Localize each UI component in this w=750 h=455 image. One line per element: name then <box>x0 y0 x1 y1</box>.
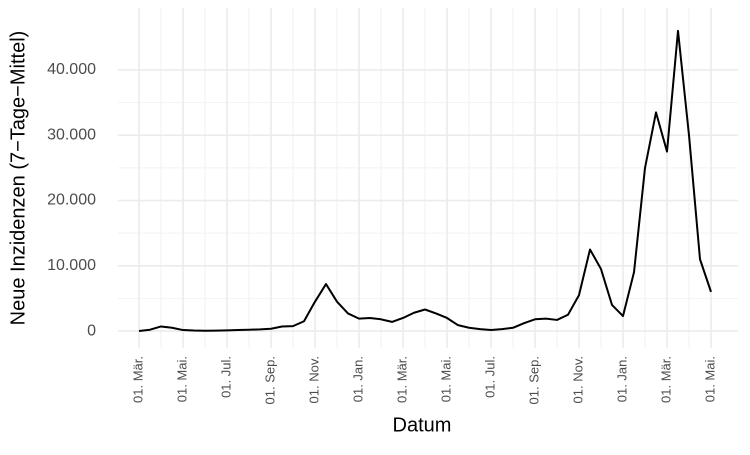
x-tick-label: 01. Sep. <box>262 356 277 404</box>
x-tick-label: 01. Sep. <box>526 356 541 404</box>
x-tick-label: 01. Mai. <box>702 356 717 402</box>
y-axis-title: Neue Inzidenzen (7−Tage−Mittel) <box>7 31 29 326</box>
x-tick-label: 01. Mai. <box>174 356 189 402</box>
x-tick-label: 01. Jan. <box>350 356 365 402</box>
x-tick-label: 01. Nov. <box>570 356 585 403</box>
y-tick-label: 20.000 <box>47 192 96 209</box>
x-tick-label: 01. Mär. <box>394 356 409 403</box>
x-tick-label: 01. Mär. <box>130 356 145 403</box>
x-tick-label: 01. Jan. <box>614 356 629 402</box>
y-tick-label: 40.000 <box>47 61 96 78</box>
y-tick-label: 10.000 <box>47 257 96 274</box>
y-tick-label: 0 <box>87 322 96 339</box>
x-tick-label: 01. Nov. <box>306 356 321 403</box>
x-tick-label: 01. Jul. <box>482 356 497 398</box>
x-tick-label: 01. Mai. <box>438 356 453 402</box>
data-line <box>138 29 712 333</box>
x-axis-title: Datum <box>393 414 452 436</box>
x-tick-label: 01. Mär. <box>658 356 673 403</box>
y-tick-label: 30.000 <box>47 126 96 143</box>
x-tick-label: 01. Jul. <box>218 356 233 398</box>
